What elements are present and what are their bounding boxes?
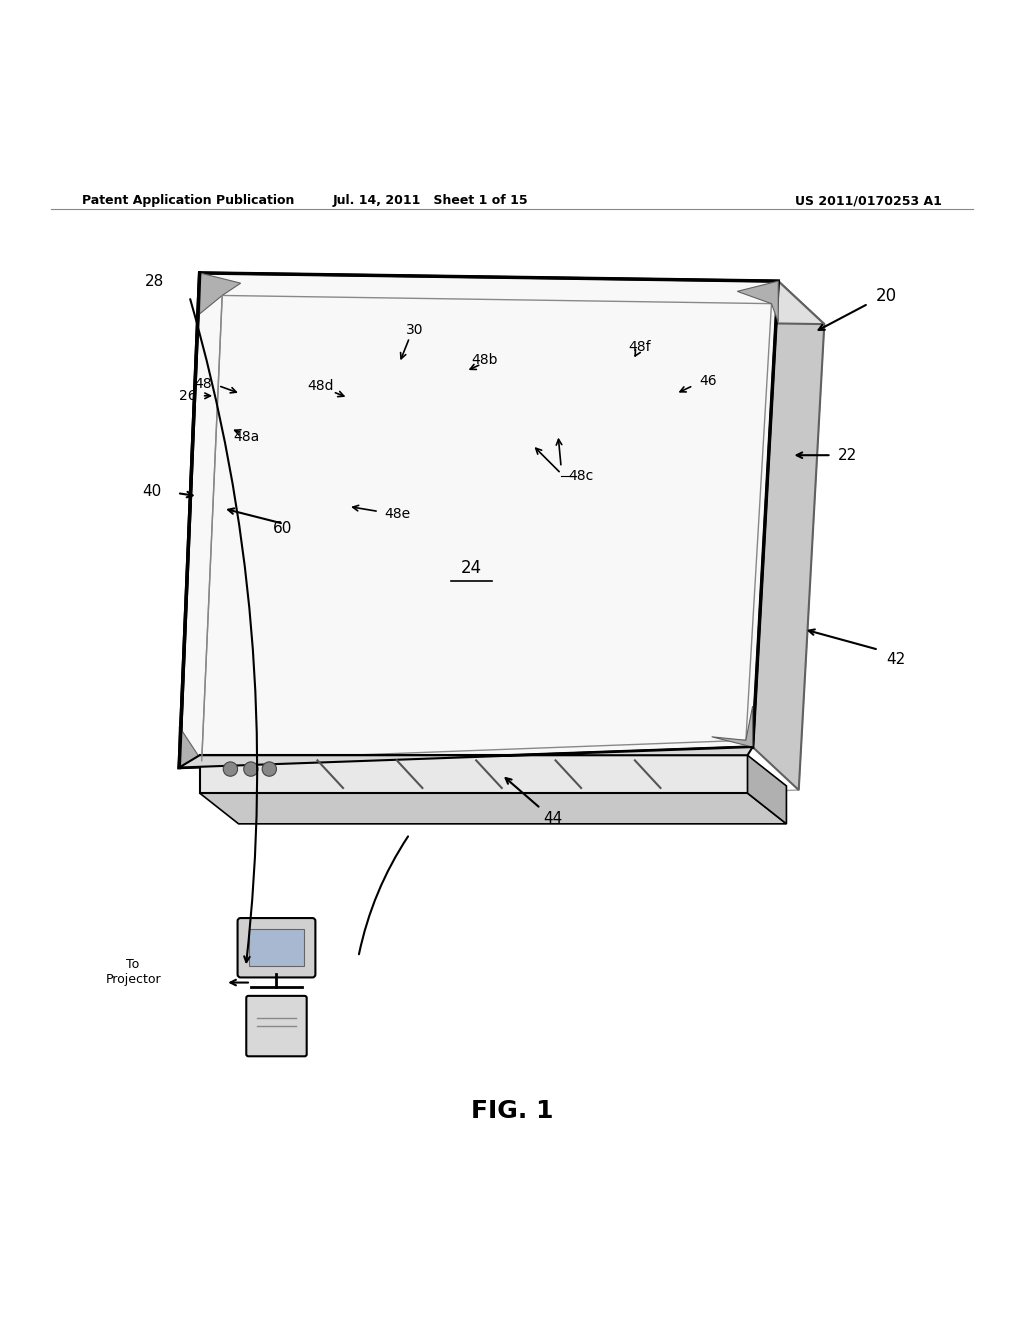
- Text: Jul. 14, 2011   Sheet 1 of 15: Jul. 14, 2011 Sheet 1 of 15: [332, 194, 528, 207]
- Circle shape: [262, 762, 276, 776]
- Text: 20: 20: [876, 288, 897, 305]
- Circle shape: [223, 762, 238, 776]
- Polygon shape: [200, 793, 786, 824]
- Text: Patent Application Publication: Patent Application Publication: [82, 194, 294, 207]
- Text: 48: 48: [195, 376, 212, 391]
- Bar: [249, 929, 304, 966]
- Text: 48b: 48b: [471, 352, 498, 367]
- Circle shape: [244, 762, 258, 776]
- Polygon shape: [753, 281, 824, 791]
- Text: 46: 46: [699, 375, 717, 388]
- Text: 24: 24: [461, 558, 481, 577]
- Polygon shape: [179, 726, 220, 767]
- Text: US 2011/0170253 A1: US 2011/0170253 A1: [796, 194, 942, 207]
- Text: 26: 26: [179, 389, 197, 403]
- Text: 48f: 48f: [629, 339, 651, 354]
- Polygon shape: [737, 281, 778, 322]
- Text: 48a: 48a: [233, 430, 260, 444]
- Text: FIG. 1: FIG. 1: [471, 1098, 553, 1122]
- Text: 40: 40: [142, 483, 162, 499]
- Polygon shape: [200, 755, 748, 793]
- Polygon shape: [712, 706, 753, 747]
- Text: 42: 42: [886, 652, 905, 668]
- Text: 48c: 48c: [568, 469, 594, 483]
- Polygon shape: [200, 273, 241, 314]
- Polygon shape: [748, 755, 786, 824]
- Polygon shape: [179, 273, 778, 767]
- Polygon shape: [200, 273, 824, 325]
- Text: 28: 28: [144, 273, 164, 289]
- FancyBboxPatch shape: [247, 995, 307, 1056]
- Text: 30: 30: [406, 323, 424, 338]
- Text: 48d: 48d: [307, 379, 334, 392]
- Text: 44: 44: [544, 812, 562, 826]
- Text: 22: 22: [838, 447, 857, 463]
- Polygon shape: [179, 747, 753, 767]
- Text: 48e: 48e: [384, 507, 411, 520]
- FancyBboxPatch shape: [238, 917, 315, 977]
- Text: To
Projector: To Projector: [105, 958, 161, 986]
- Text: 60: 60: [272, 521, 292, 536]
